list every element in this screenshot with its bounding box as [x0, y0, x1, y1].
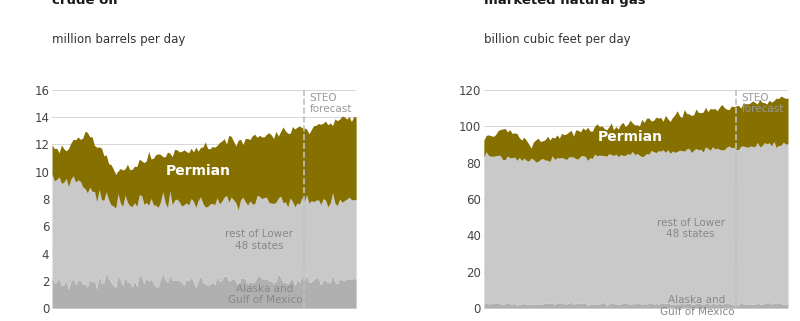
Text: STEO
forecast: STEO forecast [310, 93, 352, 114]
Text: Permian: Permian [598, 130, 662, 144]
Text: rest of Lower
48 states: rest of Lower 48 states [225, 229, 293, 251]
Text: crude oil: crude oil [52, 0, 118, 7]
Text: marketed natural gas: marketed natural gas [484, 0, 646, 7]
Text: STEO
forecast: STEO forecast [742, 93, 784, 114]
Text: Alaska and
Gulf of Mexico: Alaska and Gulf of Mexico [228, 284, 302, 305]
Text: rest of Lower
48 states: rest of Lower 48 states [657, 218, 725, 239]
Text: million barrels per day: million barrels per day [52, 33, 186, 46]
Text: Permian: Permian [166, 164, 230, 178]
Text: Alaska and
Gulf of Mexico: Alaska and Gulf of Mexico [659, 295, 734, 317]
Text: billion cubic feet per day: billion cubic feet per day [484, 33, 630, 46]
